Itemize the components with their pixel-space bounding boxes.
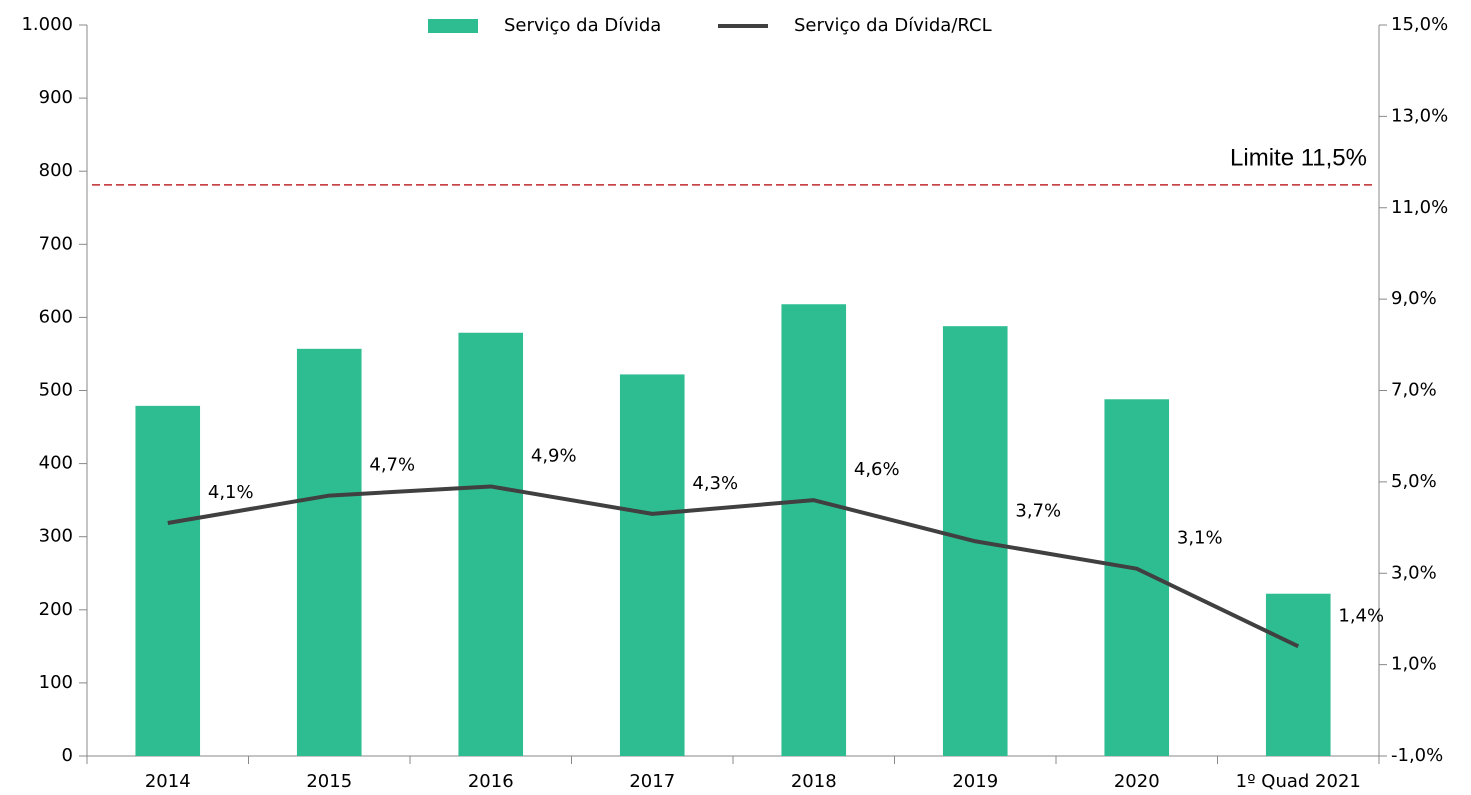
y-tick-label: 0 xyxy=(62,745,73,766)
data-label: 4,6% xyxy=(854,459,900,480)
y-tick-label: 900 xyxy=(39,87,73,108)
y-tick-label: 200 xyxy=(39,599,73,620)
data-label: 4,7% xyxy=(369,455,415,476)
data-label: 3,1% xyxy=(1177,528,1223,549)
y-tick-label: 400 xyxy=(39,453,73,474)
y-tick-label: 1.000 xyxy=(21,14,73,35)
y2-tick-label: 7,0% xyxy=(1391,380,1437,401)
y2-tick-label: 5,0% xyxy=(1391,471,1437,492)
y-tick-label: 600 xyxy=(39,306,73,327)
data-label: 1,4% xyxy=(1338,605,1384,626)
x-tick-label: 1º Quad 2021 xyxy=(1236,771,1361,792)
bar xyxy=(458,332,524,756)
y2-tick-label: 1,0% xyxy=(1391,654,1437,675)
x-tick-label: 2016 xyxy=(468,771,514,792)
data-label: 4,9% xyxy=(531,445,577,466)
x-tick-label: 2017 xyxy=(629,771,675,792)
x-tick-label: 2014 xyxy=(145,771,191,792)
y2-tick-label: -1,0% xyxy=(1391,745,1443,766)
legend-label: Serviço da Dívida xyxy=(504,15,661,36)
data-label: 4,1% xyxy=(208,482,254,503)
y-tick-label: 500 xyxy=(39,380,73,401)
y2-tick-label: 3,0% xyxy=(1391,562,1437,583)
bar xyxy=(135,405,201,756)
y-tick-label: 300 xyxy=(39,526,73,547)
legend-swatch xyxy=(428,19,478,33)
y2-tick-label: 13,0% xyxy=(1391,105,1448,126)
x-tick-label: 2020 xyxy=(1114,771,1160,792)
line xyxy=(167,484,1300,649)
legend-label: Serviço da Dívida/RCL xyxy=(794,15,992,36)
bar xyxy=(1265,593,1331,756)
x-tick-label: 2018 xyxy=(791,771,837,792)
x-tick-label: 2019 xyxy=(952,771,998,792)
y-tick-label: 700 xyxy=(39,233,73,254)
bar xyxy=(296,348,362,756)
data-label: 4,3% xyxy=(692,473,738,494)
y2-tick-label: 15,0% xyxy=(1391,14,1448,35)
limit-label: Limite 11,5% xyxy=(1230,144,1367,171)
data-label: 3,7% xyxy=(1015,500,1061,521)
y-tick-label: 100 xyxy=(39,672,73,693)
bar xyxy=(619,374,685,756)
bar xyxy=(781,304,847,756)
x-tick-label: 2015 xyxy=(306,771,352,792)
y2-tick-label: 11,0% xyxy=(1391,197,1448,218)
y-tick-label: 800 xyxy=(39,160,73,181)
y2-tick-label: 9,0% xyxy=(1391,288,1437,309)
